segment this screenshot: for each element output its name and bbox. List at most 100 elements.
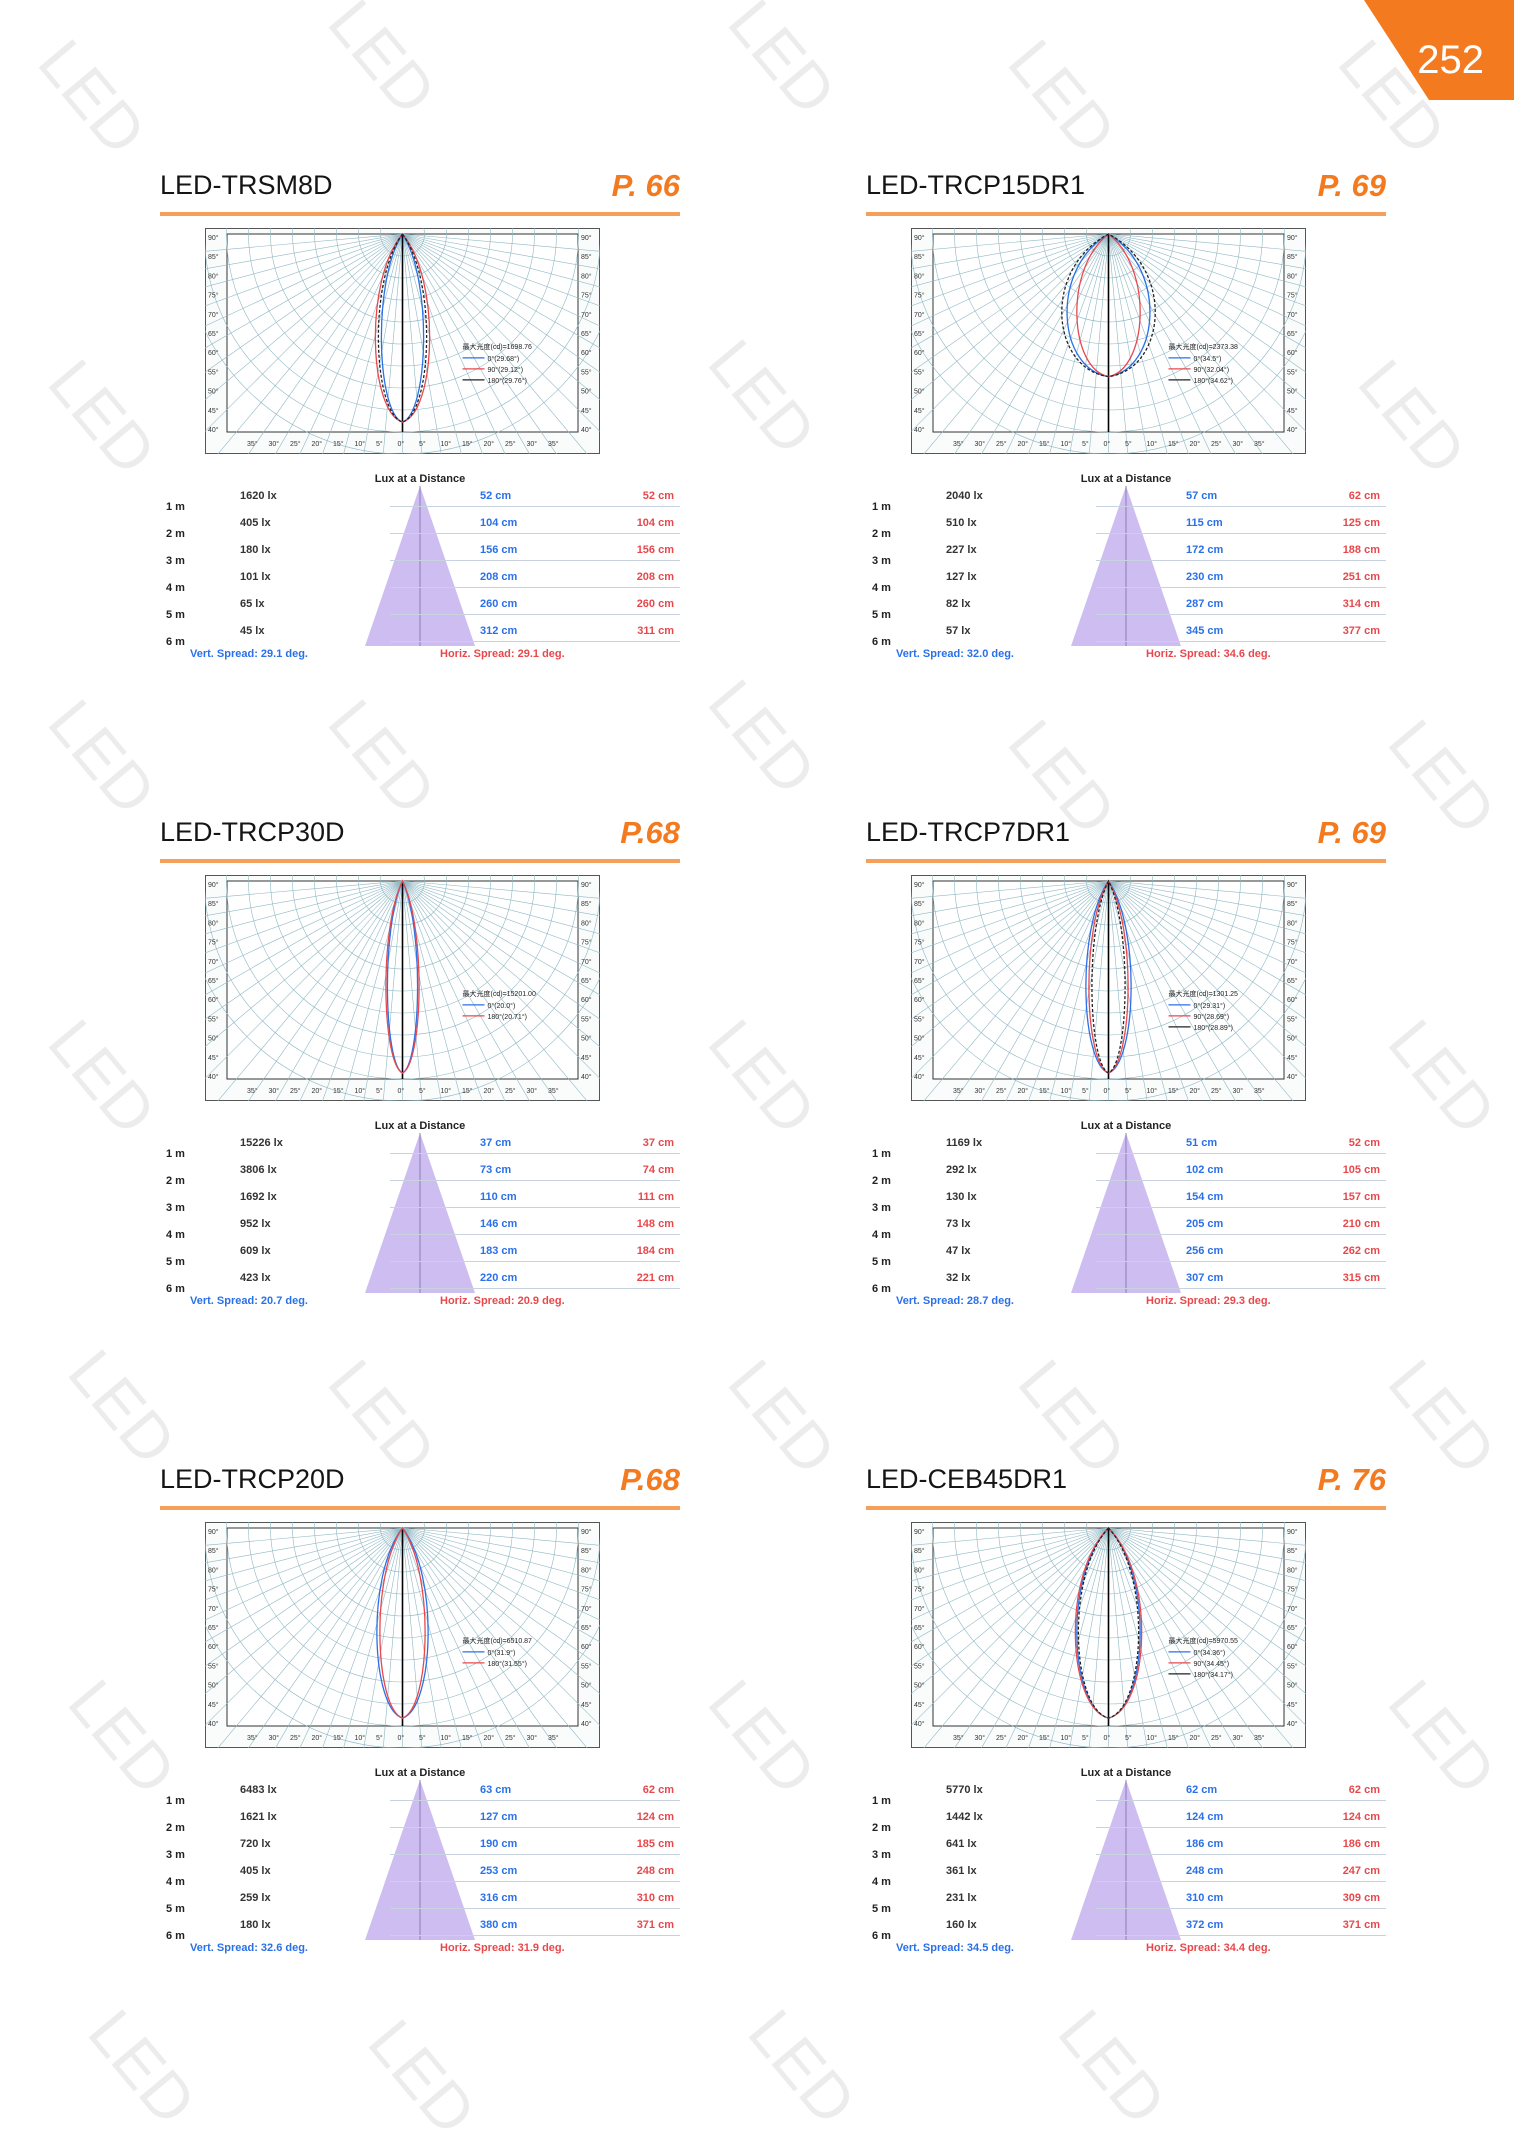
vertical-size: 307 cm	[1186, 1272, 1224, 1284]
watermark-text: LED	[314, 686, 450, 828]
angle-label-right: 60°	[1287, 1643, 1298, 1651]
lux-value: 180 lx	[240, 544, 271, 556]
product-title: LED-TRSM8D	[160, 170, 333, 200]
bottom-angle-label: 35°	[953, 1734, 964, 1742]
horizontal-size: 125 cm	[1342, 517, 1380, 529]
radial-grid-line	[1108, 1527, 1212, 1748]
lux-value: 15226 lx	[240, 1137, 283, 1149]
row-divider	[390, 587, 680, 588]
legend-entry: 180°(34.17°)	[1194, 1671, 1233, 1679]
radial-grid-line	[981, 1527, 1109, 1748]
polar-distribution-chart: 90° 90° 85° 85° 80° 80° 75° 75° 70° 70° 65° 65° 60° 6…	[911, 875, 1306, 1101]
lux-value: 160 lx	[946, 1919, 977, 1931]
angle-label-left: 55°	[208, 1662, 219, 1670]
row-divider	[390, 1288, 680, 1289]
radial-grid-line	[205, 1527, 403, 1564]
lux-table: 1 m 1169 lx 51 cm 52 cm 2 m 292 lx 102 cm 105 c…	[866, 1133, 1386, 1295]
watermark-text: LED	[694, 1006, 830, 1148]
radial-grid-line	[1108, 233, 1212, 454]
bottom-angle-label: 30°	[975, 1087, 986, 1095]
distance-label: 3 m	[872, 1849, 891, 1861]
radial-grid-line	[954, 1527, 1109, 1748]
title-underline	[160, 1506, 680, 1510]
horizontal-size: 105 cm	[1342, 1164, 1380, 1176]
row-divider	[390, 614, 680, 615]
catalog-page-ref[interactable]: P.68	[620, 1462, 680, 1497]
row-divider	[1096, 1288, 1386, 1289]
row-divider	[390, 1261, 680, 1262]
radial-grid-line	[402, 880, 442, 1101]
angle-label-right: 70°	[581, 311, 592, 319]
bottom-angle-label: 25°	[290, 1087, 301, 1095]
bottom-angle-label: 20°	[484, 1734, 495, 1742]
catalog-page-ref[interactable]: P. 76	[1317, 1462, 1386, 1497]
catalog-page-ref[interactable]: P. 69	[1317, 168, 1386, 203]
radial-grid-line	[911, 233, 1109, 270]
bottom-angle-label: 15°	[1039, 440, 1050, 448]
lux-value: 1169 lx	[946, 1137, 983, 1149]
vertical-size: 172 cm	[1186, 544, 1224, 556]
angle-label-right: 60°	[581, 349, 592, 357]
radial-grid-line	[1108, 1527, 1294, 1748]
title-underline	[866, 859, 1386, 863]
angle-label-left: 85°	[208, 900, 219, 908]
legend-header: 最大光度(cd)=6510.87	[463, 1636, 533, 1645]
angle-label-left: 45°	[914, 1054, 925, 1062]
bottom-angle-label: 30°	[527, 440, 538, 448]
radial-grid-line	[402, 1527, 483, 1748]
radial-grid-line	[1108, 233, 1236, 454]
catalog-page-ref[interactable]: P. 69	[1317, 815, 1386, 850]
bottom-angle-label: 30°	[269, 1087, 280, 1095]
radial-grid-line	[402, 233, 600, 401]
angle-label-right: 85°	[1287, 253, 1298, 261]
horizontal-size: 148 cm	[636, 1218, 674, 1230]
catalog-page-ref[interactable]: P. 66	[611, 168, 680, 203]
vertical-spread: Vert. Spread: 34.5 deg.	[896, 1942, 1014, 1954]
angle-label-left: 80°	[208, 272, 219, 280]
radial-grid-line	[402, 880, 588, 1101]
radial-grid-line	[402, 880, 600, 935]
radial-grid-line	[911, 880, 1109, 917]
angle-label-right: 40°	[1287, 426, 1298, 434]
horizontal-size: 208 cm	[636, 571, 674, 583]
angle-label-right: 50°	[1287, 388, 1298, 396]
catalog-page-ref[interactable]: P.68	[620, 815, 680, 850]
intensity-curve	[1091, 879, 1126, 1074]
product-title: LED-TRCP15DR1	[866, 170, 1086, 200]
radial-grid-line	[299, 1527, 403, 1748]
legend-entry: 0°(20.0°)	[488, 1002, 516, 1010]
watermark-text: LED	[994, 26, 1130, 168]
angle-label-right: 70°	[1287, 958, 1298, 966]
lux-value: 952 lx	[240, 1218, 271, 1230]
bottom-angle-label: 25°	[505, 440, 516, 448]
lux-at-distance-title: Lux at a Distance	[1080, 1767, 1172, 1779]
distance-label: 4 m	[166, 1876, 185, 1888]
vertical-size: 102 cm	[1186, 1164, 1224, 1176]
radial-grid-line	[205, 233, 403, 307]
radial-grid-line	[205, 1527, 403, 1643]
angle-label-right: 50°	[1287, 1682, 1298, 1690]
angle-label-right: 45°	[581, 1701, 592, 1709]
radial-grid-line	[402, 233, 600, 288]
bottom-angle-label: 30°	[1233, 1734, 1244, 1742]
lux-row: 1 m 1169 lx 51 cm 52 cm	[866, 1133, 1386, 1160]
radial-grid-line	[1028, 1527, 1109, 1748]
lux-value: 45 lx	[240, 625, 265, 637]
vertical-spread: Vert. Spread: 32.0 deg.	[896, 648, 1014, 660]
lux-table: 1 m 1620 lx 52 cm 52 cm 2 m 405 lx 104 cm 104 c…	[160, 486, 680, 648]
bottom-angle-label: 30°	[527, 1087, 538, 1095]
beam-cone	[365, 1780, 475, 1940]
vertical-size: 154 cm	[1186, 1191, 1224, 1203]
polar-distribution-chart: 90° 90° 85° 85° 80° 80° 75° 75° 70° 70° 65° 65° 60° 6…	[911, 228, 1306, 454]
radial-grid-line	[911, 880, 1109, 1048]
vertical-size: 253 cm	[480, 1865, 518, 1877]
intensity-curve	[1061, 233, 1156, 378]
vertical-spread: Vert. Spread: 29.1 deg.	[190, 648, 308, 660]
horizontal-size: 156 cm	[636, 544, 674, 556]
angle-label-left: 55°	[914, 1015, 925, 1023]
product-panel: LED-TRCP30D P.68 90° 90° 85° 85° 80° 80° 75° 75° 7…	[160, 815, 680, 1317]
radial-grid-line	[1108, 1527, 1306, 1546]
lux-table: 1 m 15226 lx 37 cm 37 cm 2 m 3806 lx 73 cm 74 c…	[160, 1133, 680, 1295]
radial-grid-line	[205, 880, 403, 996]
lux-row: 1 m 2040 lx 57 cm 62 cm	[866, 486, 1386, 513]
